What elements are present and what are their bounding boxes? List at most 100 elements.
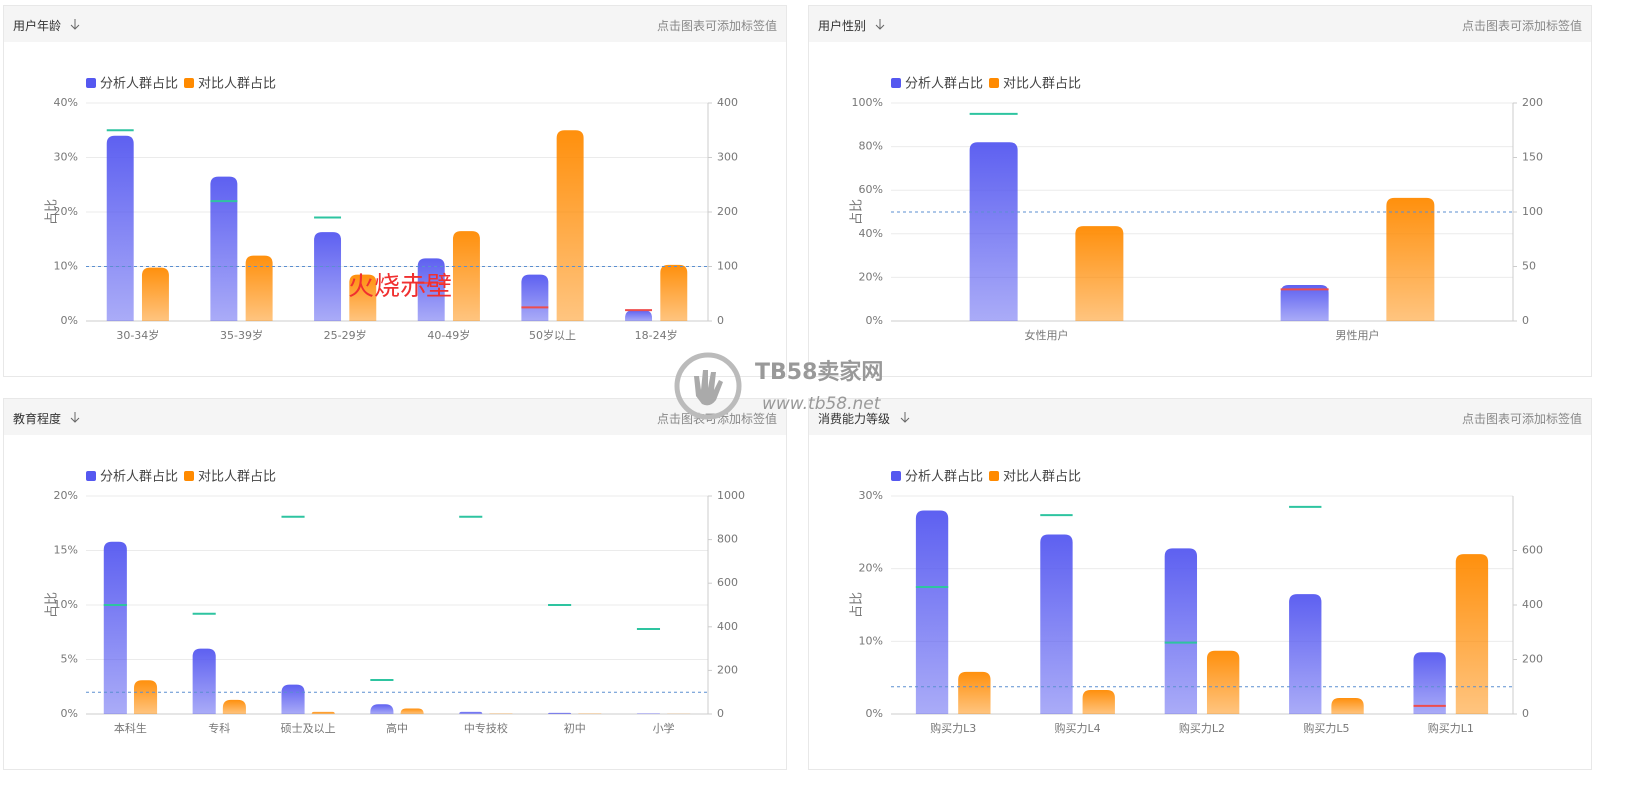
y2-tick-label: 0 [1522, 314, 1529, 327]
bar [245, 255, 273, 321]
panel-header: 消费能力等级 点击图表可添加标签值 [809, 399, 1591, 435]
sort-icon [70, 19, 80, 30]
panel-hint: 点击图表可添加标签值 [1461, 412, 1582, 426]
bar [660, 264, 688, 321]
y-tick-label: 5% [61, 653, 78, 666]
legend-label: 分析人群占比 [100, 470, 178, 485]
arrow [70, 412, 80, 423]
y2-tick-label: 300 [717, 151, 738, 164]
panel-hint: 点击图表可添加标签值 [656, 19, 777, 33]
legend-swatch [989, 471, 999, 481]
y-tick-label: 30% [859, 489, 883, 502]
y-tick-label: 20% [859, 562, 883, 575]
chart: 0% 10% 20% 30% 40% 0 100 200 300 400 占比 30-34岁 35-39… [45, 77, 739, 343]
bar [958, 671, 991, 714]
legend-swatch [184, 78, 194, 88]
bar [548, 712, 572, 714]
y-tick-label: 60% [859, 183, 883, 196]
x-tick-label: 35-39岁 [220, 328, 263, 342]
x-tick-label: 40-49岁 [427, 328, 470, 342]
y-tick-label: 20% [54, 489, 78, 502]
panel-title: 教育程度 [13, 412, 62, 426]
sort-icon [70, 412, 80, 423]
bar [281, 684, 305, 714]
bar [311, 711, 335, 714]
bar [452, 231, 480, 321]
y2-tick-label: 400 [717, 620, 738, 633]
bar [459, 711, 483, 714]
y-axis-title: 占比 [850, 199, 865, 225]
panel: 消费能力等级 点击图表可添加标签值 0% 10% 20% 30% 0 200 400 600 占比购… [808, 398, 1592, 770]
x-tick-label: 男性用户 [1336, 328, 1380, 342]
x-tick-label: 购买力L2 [1179, 721, 1225, 735]
y2-tick-label: 200 [717, 205, 738, 218]
y2-tick-label: 0 [717, 314, 724, 327]
panel: 教育程度 点击图表可添加标签值 0% 5% 10% 15% 20% 0 200 400 600 800… [3, 398, 787, 770]
x-tick-label: 购买力L5 [1303, 721, 1349, 735]
panel-title: 用户年龄 [13, 19, 62, 33]
x-tick-label: 女性用户 [1025, 328, 1069, 342]
y-tick-label: 0% [61, 707, 78, 720]
legend-label: 分析人群占比 [100, 77, 178, 92]
y-tick-label: 0% [866, 314, 883, 327]
y-tick-label: 40% [859, 227, 883, 240]
bar [192, 648, 216, 714]
logo-url: www.tb58.net [762, 394, 881, 414]
x-tick-label: 本科生 [114, 721, 147, 735]
panel-hint: 点击图表可添加标签值 [656, 412, 777, 426]
arrow [70, 19, 80, 30]
panel-title: 用户性别 [818, 19, 867, 33]
bar [1455, 554, 1489, 714]
y-tick-label: 100% [852, 96, 883, 109]
y2-tick-label: 400 [1522, 598, 1543, 611]
panel-title: 消费能力等级 [818, 412, 891, 426]
panel: 用户年龄 点击图表可添加标签值 0% 10% 20% 30% 40% 0 100 200 300 40… [3, 5, 787, 377]
y-tick-label: 10% [54, 598, 78, 611]
y-tick-label: 20% [54, 205, 78, 218]
x-tick-label: 高中 [386, 721, 408, 735]
x-tick-label: 购买力L4 [1055, 721, 1101, 735]
bar [556, 130, 584, 321]
y-tick-label: 20% [859, 270, 883, 283]
x-tick-label: 中专技校 [464, 721, 508, 735]
arrow [875, 19, 885, 30]
bar [969, 142, 1018, 321]
y2-tick-label: 100 [1522, 205, 1543, 218]
y-tick-label: 40% [54, 96, 78, 109]
y-tick-label: 30% [54, 151, 78, 164]
x-tick-label: 初中 [564, 721, 586, 735]
legend-label: 分析人群占比 [905, 470, 983, 485]
y2-tick-label: 50 [1522, 260, 1536, 273]
logo-icon [674, 352, 742, 420]
legend-swatch [891, 471, 901, 481]
x-tick-label: 25-29岁 [324, 328, 367, 342]
y2-tick-label: 400 [717, 96, 738, 109]
panel-header: 用户性别 点击图表可添加标签值 [809, 6, 1591, 42]
bar [133, 680, 158, 714]
y2-tick-label: 0 [1522, 707, 1529, 720]
x-tick-label: 购买力L3 [930, 721, 976, 735]
y2-tick-label: 200 [1522, 96, 1543, 109]
sort-icon [875, 19, 885, 30]
bar [103, 541, 127, 714]
y2-tick-label: 100 [717, 260, 738, 273]
y2-tick-label: 600 [1522, 544, 1543, 557]
watermark-text: 火烧赤壁 [348, 272, 453, 302]
y-axis-title: 占比 [45, 592, 60, 618]
bar [1280, 285, 1329, 321]
legend-label: 分析人群占比 [905, 77, 983, 92]
x-tick-label: 30-34岁 [116, 328, 159, 342]
bar [210, 176, 238, 321]
panel-header: 用户年龄 点击图表可添加标签值 [4, 6, 786, 42]
y2-tick-label: 800 [717, 533, 738, 546]
legend-label: 对比人群占比 [198, 77, 276, 92]
y-tick-label: 80% [859, 140, 883, 153]
bar [349, 274, 377, 321]
x-tick-label: 50岁以上 [529, 328, 576, 342]
bar [915, 510, 949, 714]
bar [314, 232, 342, 321]
bar [1075, 226, 1124, 321]
bar [1040, 534, 1073, 714]
